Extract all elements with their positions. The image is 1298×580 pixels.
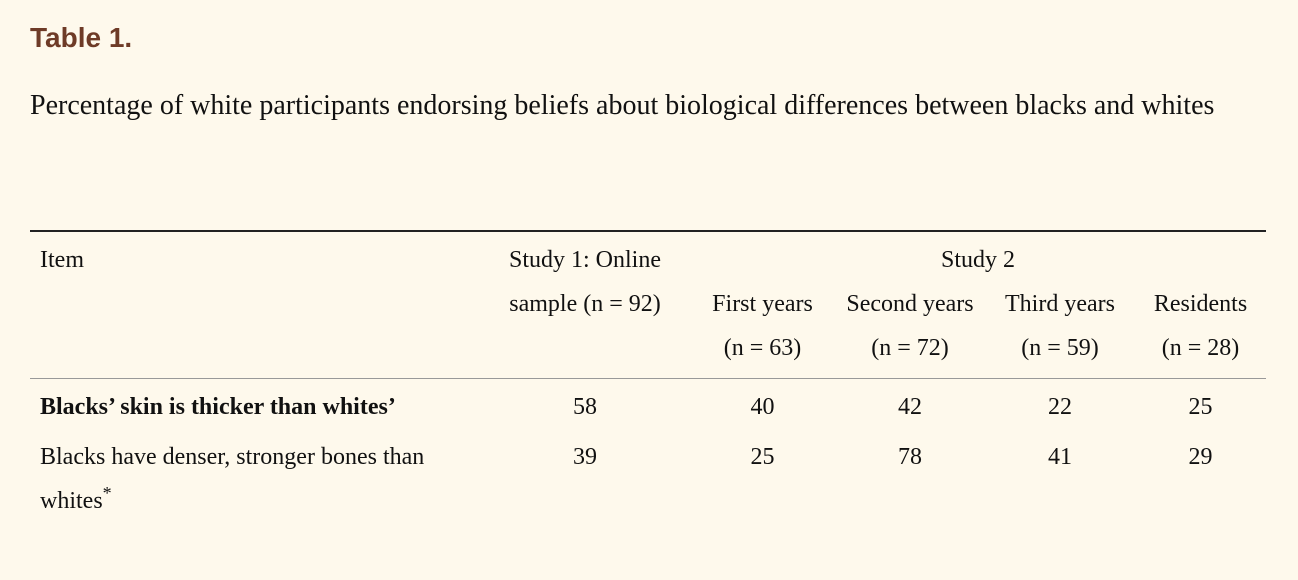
value-cell: 58 bbox=[573, 394, 597, 420]
value-cell: 41 bbox=[1048, 444, 1072, 470]
header-cell: Study 1: Online sample (n = 92) bbox=[480, 230, 690, 379]
data-table: Item Study 1: Online sample (n = 92) Stu… bbox=[30, 230, 1267, 530]
header-row: First years (n = 63) Second years (n = 72… bbox=[30, 282, 1267, 379]
value-cell: 22 bbox=[1048, 394, 1072, 420]
header-cell: Residents (n = 28) bbox=[1135, 282, 1267, 379]
value-cell: 42 bbox=[898, 394, 922, 420]
value-cell: 40 bbox=[750, 394, 775, 420]
table-title: Table 1. bbox=[30, 22, 133, 53]
header-cell: Item bbox=[30, 230, 480, 379]
table-caption: Percentage of white participants endorsi… bbox=[30, 90, 1215, 121]
value-cell: 25 bbox=[1188, 394, 1213, 420]
value-cell: 78 bbox=[898, 444, 922, 470]
header-cell: Second years (n = 72) bbox=[835, 282, 985, 379]
value-cell: 25 bbox=[750, 444, 775, 470]
header-cell: Third years (n = 59) bbox=[985, 282, 1135, 379]
value-cell: 39 bbox=[573, 444, 597, 470]
value-cell: 29 bbox=[1188, 444, 1213, 470]
table-body: Blacks’ skin is thicker than whites’ 58 40… bbox=[30, 379, 1266, 530]
table-row: Blacks’ skin is thicker than whites’ 58 40… bbox=[30, 379, 1266, 436]
header-row: Item Study 1: Online sample (n = 92) Stu… bbox=[30, 230, 1267, 379]
item-cell: Blacks have denser, stronger bones than … bbox=[30, 435, 480, 529]
item-text: Blacks have denser, stronger bones than … bbox=[40, 444, 425, 514]
item-cell: Blacks’ skin is thicker than whites’ bbox=[30, 379, 480, 436]
table-row: Blacks have denser, stronger bones than … bbox=[30, 435, 1266, 529]
header-cell: First years (n = 63) bbox=[690, 282, 835, 379]
table-header: Item Study 1: Online sample (n = 92) Stu… bbox=[30, 230, 1267, 379]
item-text: Blacks’ skin is thicker than whites’ bbox=[40, 394, 396, 420]
header-group: Study 2 bbox=[690, 230, 1267, 282]
footnote-marker: * bbox=[102, 483, 112, 503]
